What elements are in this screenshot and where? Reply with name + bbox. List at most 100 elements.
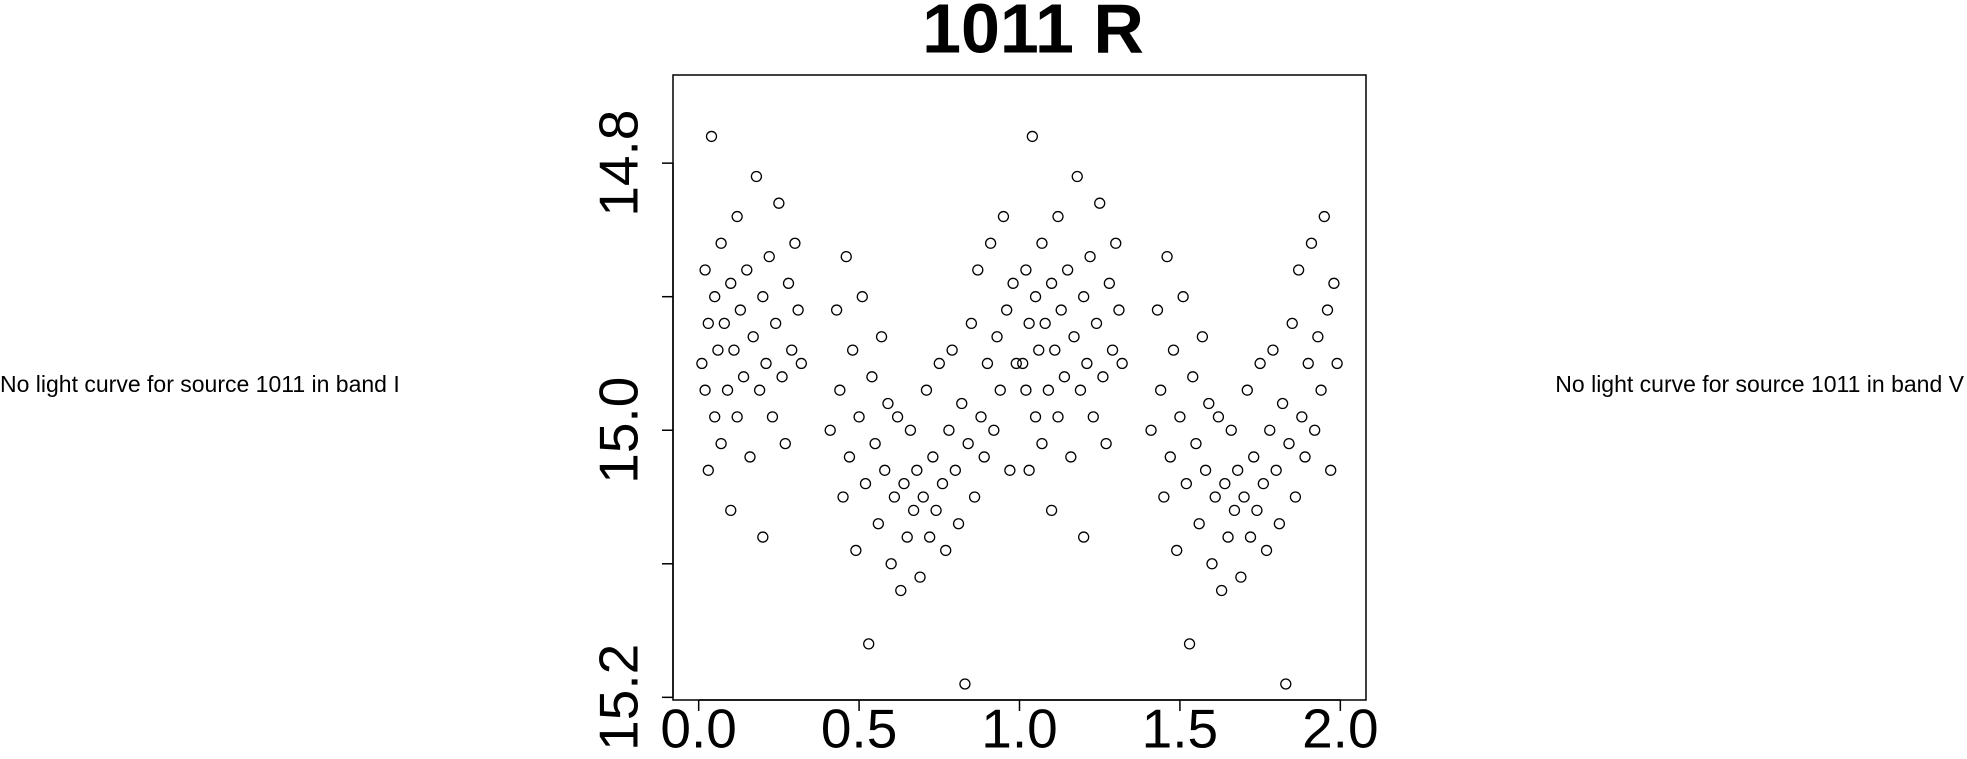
- point: [1174, 411, 1186, 423]
- point: [1292, 264, 1305, 276]
- point: [917, 491, 929, 503]
- point: [763, 250, 775, 263]
- point: [850, 544, 862, 557]
- point: [924, 531, 936, 543]
- point: [1283, 437, 1295, 450]
- point: [1068, 331, 1080, 343]
- point: [920, 384, 933, 396]
- point: [936, 478, 949, 490]
- point: [1158, 491, 1170, 503]
- point: [1164, 451, 1176, 463]
- point: [725, 277, 737, 289]
- point: [959, 678, 971, 690]
- point: [1065, 451, 1077, 463]
- point: [1155, 384, 1167, 396]
- point: [1045, 504, 1058, 517]
- y-tick-label: 15.2: [588, 644, 650, 751]
- x-tick-label: 1.5: [1142, 698, 1218, 759]
- point: [1023, 464, 1035, 476]
- point: [1190, 437, 1202, 450]
- point: [1219, 478, 1231, 490]
- point: [1270, 464, 1282, 476]
- y-tick-label: 14.8: [588, 110, 650, 217]
- point: [776, 371, 788, 383]
- point: [1078, 291, 1090, 303]
- point: [1177, 291, 1189, 303]
- point: [1049, 344, 1061, 356]
- point: [981, 357, 994, 370]
- point: [753, 384, 766, 396]
- point: [1151, 304, 1164, 316]
- point: [843, 451, 856, 463]
- point: [1206, 558, 1218, 570]
- point: [853, 411, 865, 423]
- point: [1244, 531, 1257, 543]
- point: [1058, 371, 1071, 383]
- point: [837, 491, 849, 503]
- point: [1171, 544, 1183, 557]
- point: [834, 384, 846, 396]
- point: [1100, 437, 1112, 450]
- point: [1212, 411, 1225, 423]
- point: [1309, 424, 1321, 436]
- point: [1321, 304, 1334, 316]
- point: [1045, 277, 1058, 289]
- point: [997, 210, 1010, 223]
- point: [914, 571, 926, 583]
- point: [1161, 250, 1173, 263]
- point: [1312, 331, 1324, 343]
- point: [1328, 277, 1340, 289]
- point: [773, 197, 785, 209]
- point: [789, 237, 801, 249]
- point: [1286, 317, 1298, 330]
- point: [1081, 357, 1093, 370]
- point: [991, 331, 1003, 343]
- point: [1209, 491, 1221, 503]
- point: [757, 291, 769, 303]
- point: [978, 451, 990, 463]
- point: [1113, 304, 1125, 316]
- point: [895, 584, 907, 597]
- point: [715, 237, 727, 249]
- point: [1241, 384, 1253, 396]
- point: [715, 437, 727, 450]
- point: [863, 638, 875, 650]
- point: [702, 464, 714, 476]
- x-tick-label: 1.0: [981, 698, 1057, 759]
- point: [699, 384, 711, 396]
- point: [847, 344, 859, 356]
- chart-title: 1011 R: [922, 0, 1144, 67]
- point: [968, 491, 981, 503]
- x-tick-label: 0.0: [660, 698, 736, 759]
- point: [1228, 504, 1241, 517]
- point: [1193, 518, 1205, 530]
- point: [927, 451, 939, 463]
- point: [1017, 357, 1029, 370]
- point: [795, 357, 807, 370]
- point: [891, 411, 904, 423]
- point: [1331, 357, 1343, 370]
- point: [1180, 478, 1192, 490]
- point: [1167, 344, 1180, 356]
- point: [956, 397, 968, 410]
- point: [782, 277, 795, 289]
- point: [1004, 464, 1016, 476]
- point: [725, 504, 737, 517]
- point: [1267, 344, 1279, 356]
- point: [911, 464, 923, 476]
- point: [1260, 544, 1273, 557]
- point: [875, 331, 888, 343]
- point: [1001, 304, 1013, 316]
- point: [824, 424, 836, 436]
- point: [1052, 210, 1064, 223]
- point: [1071, 170, 1083, 183]
- point: [965, 317, 978, 330]
- point: [1187, 371, 1199, 383]
- point: [994, 384, 1006, 396]
- point: [737, 371, 750, 383]
- right-message: No light curve for source 1011 in band V: [1555, 371, 1964, 397]
- point: [699, 264, 711, 276]
- point: [1033, 344, 1045, 356]
- point: [872, 518, 884, 530]
